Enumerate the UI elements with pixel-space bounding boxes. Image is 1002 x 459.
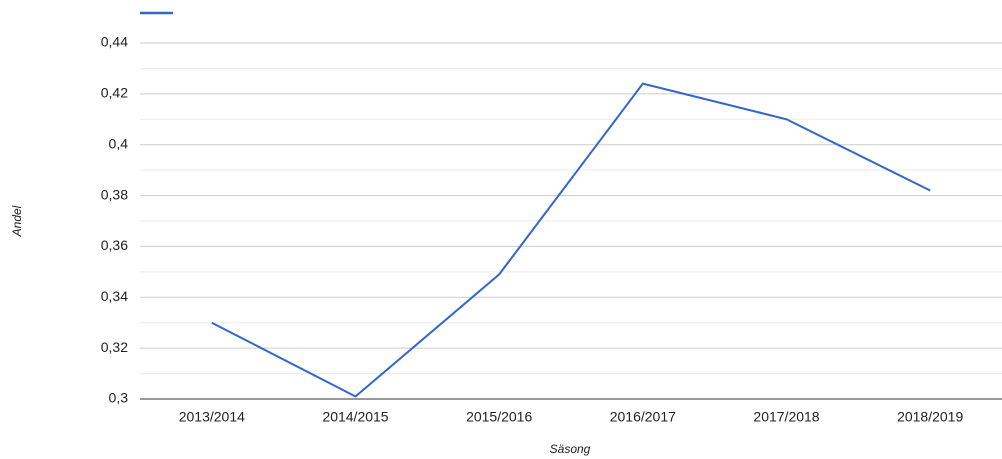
y-tick-label: 0,34 — [101, 288, 128, 304]
y-axis-title: Andel — [10, 205, 24, 237]
y-tick-label: 0,32 — [101, 339, 128, 355]
x-tick-label: 2015/2016 — [466, 409, 532, 425]
x-tick-label: 2013/2014 — [179, 409, 245, 425]
y-tick-label: 0,3 — [109, 390, 129, 406]
y-tick-label: 0,44 — [101, 34, 128, 50]
x-tick-label: 2016/2017 — [610, 409, 676, 425]
x-tick-label: 2018/2019 — [897, 409, 963, 425]
x-axis-title: Säsong — [550, 442, 591, 456]
y-tick-label: 0,38 — [101, 186, 128, 202]
y-tick-label: 0,36 — [101, 237, 128, 253]
y-tick-label: 0,4 — [109, 135, 129, 151]
y-tick-label: 0,42 — [101, 85, 128, 101]
x-tick-label: 2017/2018 — [753, 409, 819, 425]
x-tick-label: 2014/2015 — [322, 409, 388, 425]
data-line — [211, 82, 931, 398]
